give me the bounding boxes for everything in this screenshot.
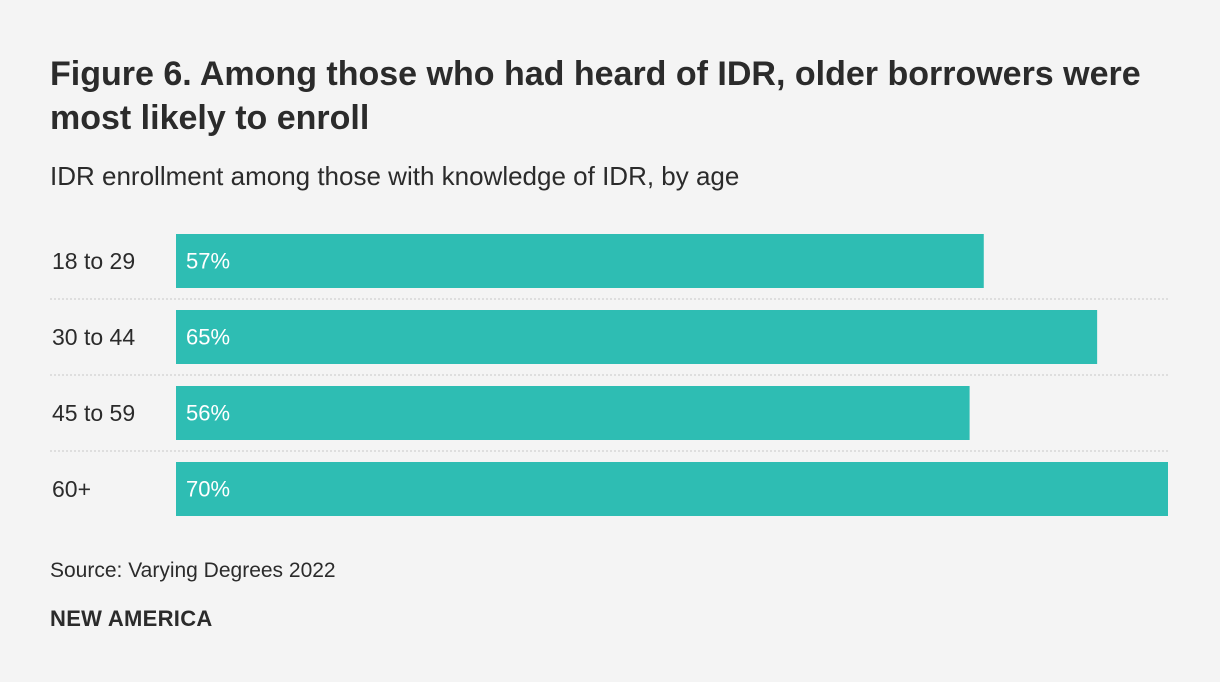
- value-label-45-to-59: 56%: [186, 401, 230, 426]
- brand-logo-text: NEW AMERICA: [50, 606, 213, 631]
- bar-chart-svg: 18 to 29 57% 30 to 44 65% 45 to 59 56% 60+ 70%: [50, 234, 1168, 516]
- value-label-18-to-29: 57%: [186, 249, 230, 274]
- bar-45-to-59: [176, 386, 970, 440]
- bar-chart: 18 to 29 57% 30 to 44 65% 45 to 59 56% 60+ 70%: [0, 220, 1220, 530]
- chart-title: Figure 6. Among those who had heard of I…: [50, 55, 1141, 137]
- category-label-18-to-29: 18 to 29: [52, 248, 135, 274]
- source-note: Source: Varying Degrees 2022: [50, 559, 336, 582]
- bar-18-to-29: [176, 234, 984, 288]
- chart-subtitle: IDR enrollment among those with knowledg…: [50, 161, 740, 191]
- bar-30-to-44: [176, 310, 1098, 364]
- bar-60: [176, 462, 1168, 516]
- category-label-45-to-59: 45 to 59: [52, 400, 135, 426]
- value-label-60: 70%: [186, 477, 230, 502]
- value-label-30-to-44: 65%: [186, 325, 230, 350]
- category-label-60: 60+: [52, 476, 91, 502]
- category-label-30-to-44: 30 to 44: [52, 324, 135, 350]
